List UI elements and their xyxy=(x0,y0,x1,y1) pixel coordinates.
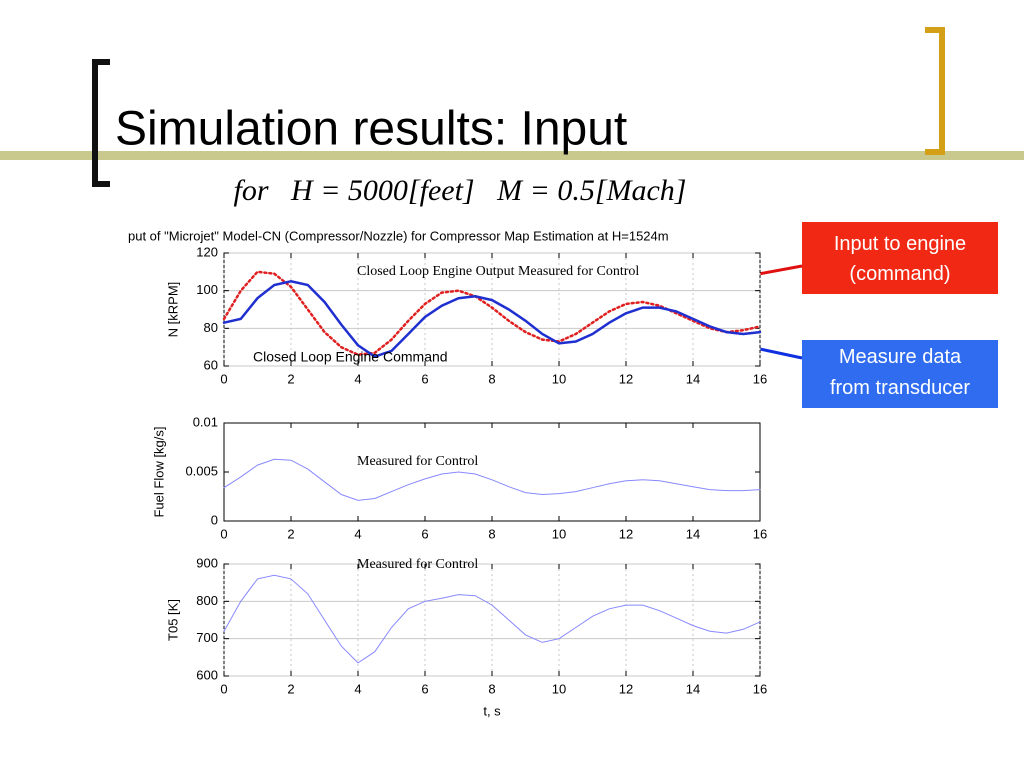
x-tick-label: 16 xyxy=(753,681,767,696)
data-line xyxy=(223,458,761,501)
x-tick-label: 0 xyxy=(220,681,227,696)
annotation: Closed Loop Engine Output Measured for C… xyxy=(357,264,639,279)
data-line xyxy=(222,280,762,358)
y-tick-label: 600 xyxy=(196,667,218,682)
slide-title: Simulation results: Input xyxy=(115,103,627,156)
annotation: Measured for Control xyxy=(357,454,478,469)
x-tick-label: 16 xyxy=(753,526,767,541)
y-tick-label: 800 xyxy=(196,593,218,608)
formula: for H = 5000[feet] M = 0.5[Mach] xyxy=(234,174,687,207)
x-tick-label: 4 xyxy=(354,526,361,541)
y-axis-label: T05 [K] xyxy=(165,599,180,641)
chart-title: put of "Microjet" Model-CN (Compressor/N… xyxy=(128,228,669,243)
x-tick-label: 6 xyxy=(421,371,428,386)
y-axis-label: N [kRPM] xyxy=(165,282,180,338)
x-tick-label: 12 xyxy=(619,681,633,696)
x-tick-label: 0 xyxy=(220,371,227,386)
y-tick-label: 700 xyxy=(196,630,218,645)
callout-text: Measure data from transducer xyxy=(830,346,970,399)
x-tick-label: 10 xyxy=(552,371,566,386)
x-tick-label: 8 xyxy=(488,371,495,386)
x-tick-label: 16 xyxy=(753,371,767,386)
callout-box xyxy=(802,340,998,408)
callout-text: Input to engine (command) xyxy=(834,233,966,285)
x-tick-label: 6 xyxy=(421,526,428,541)
y-axis-label: Fuel Flow [kg/s] xyxy=(151,426,166,517)
right-bracket xyxy=(925,27,945,155)
x-tick-label: 8 xyxy=(488,681,495,696)
annotation: Closed Loop Engine Command xyxy=(253,349,448,365)
annotation: Measured for Control xyxy=(357,557,478,572)
x-tick-label: 2 xyxy=(287,526,294,541)
x-tick-label: 10 xyxy=(552,526,566,541)
x-tick-label: 6 xyxy=(421,681,428,696)
x-tick-label: 2 xyxy=(287,371,294,386)
x-tick-label: 12 xyxy=(619,526,633,541)
y-tick-label: 0.01 xyxy=(193,414,218,429)
x-axis-label: t, s xyxy=(483,703,501,718)
y-tick-label: 80 xyxy=(204,320,218,335)
x-tick-label: 14 xyxy=(686,526,700,541)
x-tick-label: 8 xyxy=(488,526,495,541)
data-line xyxy=(223,574,761,664)
y-tick-label: 100 xyxy=(196,282,218,297)
title-bar xyxy=(0,151,1024,160)
x-tick-label: 14 xyxy=(686,681,700,696)
callout-box xyxy=(802,222,998,294)
x-tick-label: 4 xyxy=(354,681,361,696)
x-tick-label: 14 xyxy=(686,371,700,386)
y-tick-label: 0 xyxy=(211,512,218,527)
x-tick-label: 4 xyxy=(354,371,361,386)
plot-area xyxy=(223,422,761,522)
x-tick-label: 10 xyxy=(552,681,566,696)
x-tick-label: 2 xyxy=(287,681,294,696)
y-tick-label: 120 xyxy=(196,244,218,259)
y-tick-label: 900 xyxy=(196,555,218,570)
y-tick-label: 0.005 xyxy=(185,463,218,478)
left-bracket xyxy=(92,59,110,187)
x-tick-label: 0 xyxy=(220,526,227,541)
x-tick-label: 12 xyxy=(619,371,633,386)
y-tick-label: 60 xyxy=(204,357,218,372)
